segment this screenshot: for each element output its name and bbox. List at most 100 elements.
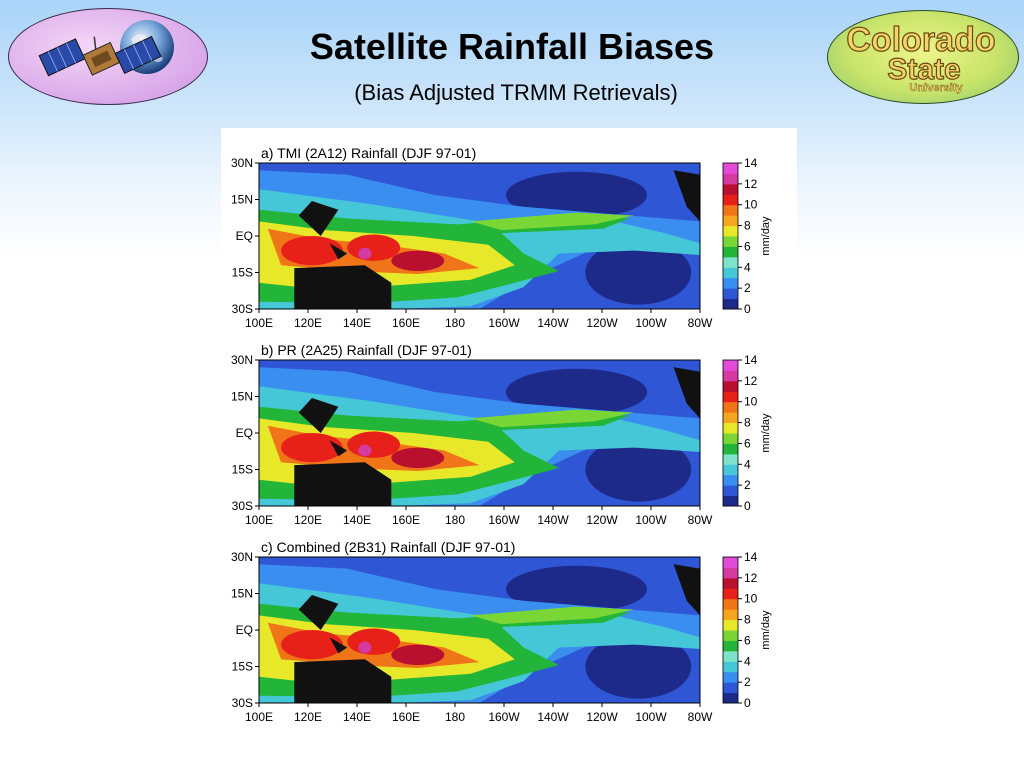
lat-label: 15N [231,587,253,601]
lon-label: 80W [688,710,713,724]
colorbar-swatch [723,236,738,247]
rain-core [391,447,445,469]
colorbar-swatch [723,474,738,486]
colorbar-tick-label: 14 [744,156,758,170]
logo-word-state: State [887,53,960,86]
lon-label: 100W [635,710,667,724]
colorbar-swatch [723,422,738,434]
colorbar-swatch [723,671,738,683]
lon-label: 100E [245,316,273,330]
colorbar-swatch [723,692,738,704]
colorbar-swatch [723,682,738,694]
landmass [294,462,392,506]
lon-label: 160E [392,513,420,527]
rain-core [347,431,401,458]
rain-core [391,250,445,272]
colorbar-swatch [723,630,738,641]
rainfall-map [259,163,700,309]
colorbar-tick-label: 6 [744,436,751,450]
lon-label: 140W [537,710,569,724]
panel-title: c) Combined (2B31) Rainfall (DJF 97-01) [261,539,515,555]
landmass [298,200,339,236]
colorbar-swatch [723,433,738,444]
colorbar-tick-label: 2 [744,478,751,492]
landmass [329,637,348,654]
colorbar-unit-label: mm/day [760,413,772,453]
rainfall-maps-svg: a) TMI (2A12) Rainfall (DJF 97-01) 30N 15N… [231,145,772,724]
slide-title: Satellite Rainfall Biases [309,26,715,67]
colorbar-tick-label: 4 [744,654,751,668]
lon-label: 120W [586,710,618,724]
lon-label: 100W [635,513,667,527]
colorbar-tick-label: 4 [744,457,751,471]
colorbar-swatch [723,495,738,507]
colorbar-tick-label: 0 [744,696,751,710]
colorbar-swatch [723,267,738,279]
rain-band-driest [505,171,648,219]
colorbar-tick-label: 12 [744,571,758,585]
landmass [329,243,348,260]
panel-title: b) PR (2A25) Rainfall (DJF 97-01) [261,342,472,358]
colorbar-unit-label: mm/day [760,216,772,256]
colorbar-swatch [723,619,738,631]
colorbar-tick-label: 6 [744,633,751,647]
colorbar-swatch [723,391,738,403]
lat-label: 15N [231,193,253,207]
landmass [673,367,700,419]
lon-label: 180 [445,316,465,330]
rain-band-itcz [470,606,634,625]
colorbar-tick-label: 14 [744,550,758,564]
colorbar-tick-label: 2 [744,675,751,689]
rain-core [347,234,401,261]
colorbar-swatch [723,173,738,185]
colorbar-tick-label: 12 [744,177,758,191]
colorbar-tick-label: 12 [744,374,758,388]
rainfall-panel: b) PR (2A25) Rainfall (DJF 97-01) 30N 15N E… [231,342,772,527]
lon-label: 80W [688,513,713,527]
rain-core [347,628,401,655]
lon-label: 120W [586,316,618,330]
colorbar-swatch [723,370,738,382]
lat-label: 15S [232,463,253,477]
rain-band-itcz [470,212,634,231]
lat-label: EQ [236,229,253,243]
logo-word-colorado: Colorado [846,21,995,59]
lon-label: 140E [343,710,371,724]
lon-label: 80W [688,316,713,330]
lon-label: 120W [586,513,618,527]
lon-label: 120E [294,513,322,527]
lon-label: 120E [294,316,322,330]
lat-label: 15N [231,390,253,404]
rainfall-map [259,360,700,506]
colorbar-swatch [723,215,738,227]
lon-label: 140E [343,316,371,330]
colorbar-tick-label: 0 [744,499,751,513]
colorbar-swatch [723,661,738,673]
colorbar-tick-label: 14 [744,353,758,367]
colorbar-swatch [723,288,738,300]
lon-label: 140W [537,513,569,527]
rain-band-driest [505,565,648,613]
rain-peak [358,247,372,260]
colorbar-frame [722,359,739,507]
colorbar-swatch [723,194,738,206]
colorbar-swatch [723,246,738,258]
colorbar-frame [722,162,739,310]
rain-band-driest [585,437,692,502]
rain-peak [358,444,372,457]
lon-label: 160E [392,316,420,330]
lat-label: 15S [232,266,253,280]
lat-label: 30S [232,696,253,710]
landmass [673,170,700,222]
logo-word-university: University [909,82,963,94]
rain-band-driest [585,634,692,699]
csu-logo: Colorado State University [827,10,1019,104]
colorbar-swatch [723,640,738,652]
lat-label: 30N [231,550,253,564]
colorbar-swatch [723,256,738,268]
lon-label: 160E [392,710,420,724]
colorbar-swatch [723,380,738,392]
rainfall-panel: c) Combined (2B31) Rainfall (DJF 97-01) 3… [231,539,772,724]
rain-core [391,644,445,666]
satellite-logo [8,8,208,105]
